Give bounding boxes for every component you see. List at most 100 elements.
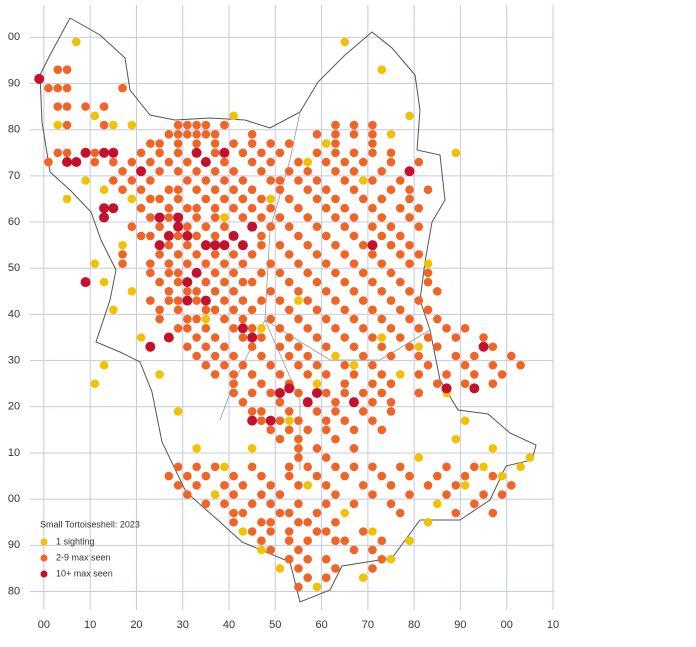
record-dot	[210, 333, 220, 342]
record-dot	[284, 383, 295, 394]
record-dot	[395, 250, 405, 259]
record-dot	[257, 240, 266, 250]
record-dot	[340, 157, 350, 167]
y-tick-label: 40	[8, 308, 20, 320]
record-dot	[368, 120, 377, 130]
record-dot	[321, 573, 331, 582]
record-dot	[331, 240, 340, 250]
record-dot	[488, 444, 498, 453]
record-dot	[331, 407, 340, 416]
record-dot	[423, 360, 433, 370]
record-dot	[173, 120, 183, 130]
record-dot	[192, 351, 201, 361]
record-dot	[173, 305, 183, 315]
record-dot	[284, 425, 294, 435]
record-dot	[173, 250, 183, 259]
y-tick-label: 80	[8, 124, 20, 136]
record-dot	[358, 351, 368, 361]
record-dot	[201, 120, 211, 130]
record-dot	[312, 582, 322, 592]
record-dot	[349, 166, 359, 176]
record-dot	[257, 407, 266, 416]
record-dot	[99, 102, 109, 111]
record-dot	[136, 148, 146, 158]
record-dot	[164, 268, 174, 278]
legend-label: 10+ max seen	[56, 568, 113, 578]
record-dot	[266, 388, 275, 398]
record-dot	[109, 157, 118, 167]
record-dot	[173, 296, 183, 305]
y-tick-label: 80	[8, 585, 20, 597]
record-dot	[377, 370, 387, 379]
record-dot	[238, 148, 248, 158]
record-dot	[247, 444, 257, 453]
record-dot	[414, 222, 424, 231]
record-dot	[386, 554, 396, 564]
record-dot	[331, 490, 340, 499]
record-dot	[432, 499, 442, 509]
record-dot	[275, 370, 285, 379]
record-dot	[164, 213, 174, 222]
record-dot	[146, 296, 155, 305]
record-dot	[303, 425, 312, 435]
record-dot	[488, 508, 498, 518]
record-dot	[210, 250, 220, 259]
record-dot	[488, 379, 498, 389]
record-dot	[164, 471, 174, 481]
record-dot	[146, 176, 155, 185]
record-dot	[377, 194, 387, 204]
record-dot	[257, 213, 266, 222]
y-tick-label: 00	[8, 31, 20, 43]
record-dot	[183, 259, 192, 268]
record-dot	[201, 130, 211, 139]
record-dot	[331, 148, 340, 158]
record-dot	[284, 166, 294, 176]
record-dot	[266, 157, 275, 167]
record-dot	[201, 342, 211, 352]
record-dot	[368, 416, 377, 425]
record-dot	[294, 231, 303, 241]
record-dot	[284, 277, 294, 287]
record-dot	[266, 499, 275, 509]
record-dot	[395, 231, 405, 241]
record-dot	[155, 194, 164, 204]
record-dot	[127, 194, 137, 204]
record-dot	[368, 277, 377, 287]
record-dot	[192, 314, 201, 324]
record-dot	[201, 222, 211, 231]
record-dot	[405, 342, 414, 352]
record-dot	[229, 323, 238, 333]
record-dot	[488, 360, 498, 370]
record-dot	[294, 314, 303, 324]
record-dot	[303, 240, 312, 250]
record-dot	[247, 415, 258, 426]
record-dot	[321, 416, 331, 425]
record-dot	[302, 397, 313, 408]
x-tick-label: 80	[408, 619, 420, 631]
record-dot	[331, 139, 340, 148]
record-dot	[155, 250, 164, 259]
record-dot	[173, 139, 183, 148]
record-dot	[386, 296, 396, 305]
record-dot	[237, 323, 248, 334]
record-dot	[294, 388, 303, 398]
record-dot	[210, 213, 220, 222]
record-dot	[470, 351, 479, 361]
record-dot	[414, 370, 424, 379]
record-dot	[488, 471, 498, 481]
record-dot	[173, 323, 183, 333]
record-dot	[377, 287, 387, 296]
record-dot	[275, 176, 285, 185]
record-dot	[358, 388, 368, 398]
record-dot	[275, 490, 285, 499]
record-dot	[377, 259, 387, 268]
record-dot	[192, 231, 201, 241]
record-dot	[155, 370, 164, 379]
record-dot	[136, 203, 146, 213]
record-dot	[303, 573, 312, 582]
record-dot	[266, 517, 275, 527]
record-dot	[303, 536, 312, 546]
record-dot	[405, 213, 414, 222]
record-dot	[303, 185, 312, 195]
record-dot	[62, 83, 72, 93]
